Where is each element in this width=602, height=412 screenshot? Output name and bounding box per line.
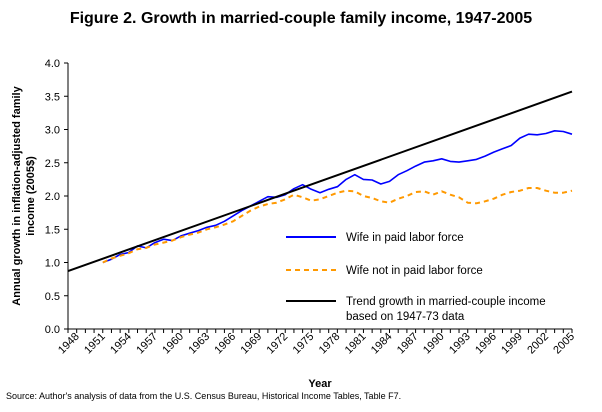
x-tick-label: 1990 <box>421 331 447 357</box>
x-tick-label: 1969 <box>238 331 264 357</box>
y-tick-label: 2.0 <box>45 191 60 203</box>
legend-label-wife-not-in-paid-labor-force: Wife not in paid labor force <box>346 265 483 277</box>
y-tick-label: 2.5 <box>45 158 60 170</box>
y-tick-label: 4.0 <box>45 58 60 70</box>
x-tick-label: 1999 <box>499 331 525 357</box>
x-tick-label: 1960 <box>160 331 186 357</box>
x-tick-label: 2002 <box>525 331 551 357</box>
legend: Wife in paid labor force Wife not in paid… <box>286 232 546 323</box>
y-tick-label: 1.0 <box>45 258 60 270</box>
x-tick-label: 1981 <box>343 331 369 357</box>
y-axis-label-line-1: Annual growth in inflation-adjusted fami… <box>11 85 23 305</box>
series-line-wife-in-paid-labor-force <box>102 130 573 264</box>
x-tick-label: 2005 <box>551 331 577 357</box>
x-axis-label: Year <box>308 378 332 390</box>
x-tick-label: 1957 <box>134 331 160 357</box>
x-tick-label: 1984 <box>369 331 395 357</box>
x-tick-label: 1993 <box>447 331 473 357</box>
y-tick-label: 1.5 <box>45 224 60 236</box>
x-tick-label: 1996 <box>473 331 499 357</box>
series-group <box>67 90 573 273</box>
y-tick-label: 3.5 <box>45 91 60 103</box>
y-tick-label: 0.0 <box>45 324 60 336</box>
x-tick-label: 1972 <box>265 331 291 357</box>
y-tick-label: 0.5 <box>45 291 60 303</box>
y-tick-label: 3.0 <box>45 125 60 137</box>
x-tick-label: 1951 <box>82 331 108 357</box>
series-line-trend-growth-in-married-couple-income-based-on-1947-73-data <box>67 90 573 273</box>
x-tick-label: 1978 <box>317 331 343 357</box>
chart-title: Figure 2. Growth in married-couple famil… <box>69 10 533 27</box>
legend-label-wife-in-paid-labor-force: Wife in paid labor force <box>346 232 464 244</box>
source-note: Source: Author's analysis of data from t… <box>6 391 402 401</box>
x-tick-label: 1954 <box>108 331 134 357</box>
x-tick-label: 1975 <box>291 331 317 357</box>
y-axis-label-line-2: income (2005$) <box>25 156 37 236</box>
x-tick-label: 1963 <box>186 331 212 357</box>
legend-label-trend-growth-in-married-couple-income-based-on-1947-73-data-line-1: Trend growth in married-couple income <box>346 296 546 308</box>
x-tick-label: 1987 <box>395 331 421 357</box>
series-line-wife-not-in-paid-labor-force <box>102 187 573 264</box>
legend-label-trend-growth-in-married-couple-income-based-on-1947-73-data-line-2: based on 1947-73 data <box>346 311 465 323</box>
x-tick-label: 1966 <box>212 331 238 357</box>
